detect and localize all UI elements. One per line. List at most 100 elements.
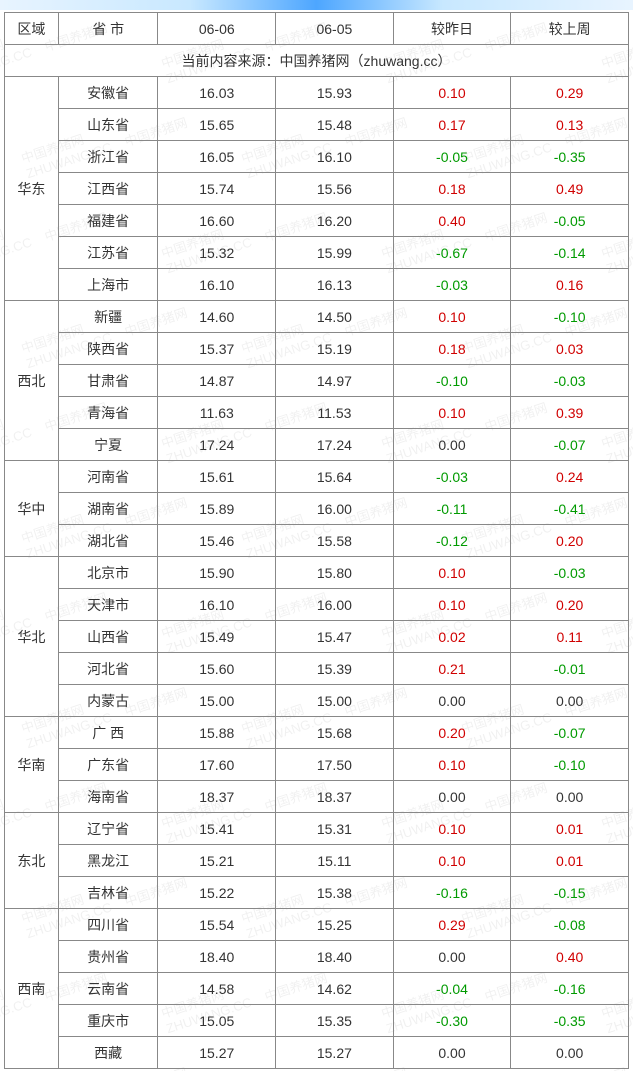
dd-cell: -0.10	[393, 365, 511, 397]
dw-cell: 0.20	[511, 525, 629, 557]
col-delta-day: 较昨日	[393, 13, 511, 45]
table-row: 河北省15.6015.390.21-0.01	[5, 653, 629, 685]
d1-cell: 15.37	[158, 333, 276, 365]
table-row: 陕西省15.3715.190.180.03	[5, 333, 629, 365]
dw-cell: -0.41	[511, 493, 629, 525]
dd-cell: 0.00	[393, 781, 511, 813]
d1-cell: 16.05	[158, 141, 276, 173]
province-cell: 浙江省	[58, 141, 158, 173]
dd-cell: 0.18	[393, 173, 511, 205]
table-row: 贵州省18.4018.400.000.40	[5, 941, 629, 973]
price-table: 区域 省 市 06-06 06-05 较昨日 较上周 当前内容来源：中国养猪网（…	[4, 12, 629, 1069]
d1-cell: 18.40	[158, 941, 276, 973]
table-row: 宁夏17.2417.240.00-0.07	[5, 429, 629, 461]
dw-cell: -0.10	[511, 749, 629, 781]
d2-cell: 18.40	[276, 941, 394, 973]
d2-cell: 17.50	[276, 749, 394, 781]
d2-cell: 15.68	[276, 717, 394, 749]
d1-cell: 15.88	[158, 717, 276, 749]
dw-cell: -0.03	[511, 365, 629, 397]
d1-cell: 15.74	[158, 173, 276, 205]
col-province: 省 市	[58, 13, 158, 45]
dd-cell: -0.16	[393, 877, 511, 909]
province-cell: 吉林省	[58, 877, 158, 909]
d2-cell: 15.48	[276, 109, 394, 141]
dd-cell: 0.29	[393, 909, 511, 941]
d2-cell: 11.53	[276, 397, 394, 429]
province-cell: 海南省	[58, 781, 158, 813]
d2-cell: 18.37	[276, 781, 394, 813]
d1-cell: 15.22	[158, 877, 276, 909]
table-row: 甘肃省14.8714.97-0.10-0.03	[5, 365, 629, 397]
d1-cell: 15.27	[158, 1037, 276, 1069]
dw-cell: 0.00	[511, 781, 629, 813]
table-row: 福建省16.6016.200.40-0.05	[5, 205, 629, 237]
d1-cell: 18.37	[158, 781, 276, 813]
province-cell: 福建省	[58, 205, 158, 237]
d2-cell: 15.99	[276, 237, 394, 269]
dd-cell: -0.12	[393, 525, 511, 557]
d2-cell: 14.62	[276, 973, 394, 1005]
dw-cell: 0.03	[511, 333, 629, 365]
table-row: 西北新疆14.6014.500.10-0.10	[5, 301, 629, 333]
d2-cell: 15.38	[276, 877, 394, 909]
table-row: 山西省15.4915.470.020.11	[5, 621, 629, 653]
table-row: 青海省11.6311.530.100.39	[5, 397, 629, 429]
d2-cell: 15.31	[276, 813, 394, 845]
province-cell: 西藏	[58, 1037, 158, 1069]
table-row: 西南四川省15.5415.250.29-0.08	[5, 909, 629, 941]
province-cell: 云南省	[58, 973, 158, 1005]
table-row: 东北辽宁省15.4115.310.100.01	[5, 813, 629, 845]
d1-cell: 15.41	[158, 813, 276, 845]
d1-cell: 17.24	[158, 429, 276, 461]
province-cell: 黑龙江	[58, 845, 158, 877]
dd-cell: 0.10	[393, 845, 511, 877]
table-row: 华北北京市15.9015.800.10-0.03	[5, 557, 629, 589]
province-cell: 内蒙古	[58, 685, 158, 717]
province-cell: 甘肃省	[58, 365, 158, 397]
table-row: 上海市16.1016.13-0.030.16	[5, 269, 629, 301]
province-cell: 河北省	[58, 653, 158, 685]
province-cell: 新疆	[58, 301, 158, 333]
col-region: 区域	[5, 13, 59, 45]
col-date2: 06-05	[276, 13, 394, 45]
d2-cell: 15.35	[276, 1005, 394, 1037]
table-body: 华东安徽省16.0315.930.100.29山东省15.6515.480.17…	[5, 77, 629, 1069]
dd-cell: -0.11	[393, 493, 511, 525]
dd-cell: 0.00	[393, 1037, 511, 1069]
d2-cell: 16.00	[276, 493, 394, 525]
province-cell: 广 西	[58, 717, 158, 749]
region-cell: 西南	[5, 909, 59, 1069]
dd-cell: 0.17	[393, 109, 511, 141]
d2-cell: 15.93	[276, 77, 394, 109]
dd-cell: 0.10	[393, 813, 511, 845]
table-row: 山东省15.6515.480.170.13	[5, 109, 629, 141]
dw-cell: 0.40	[511, 941, 629, 973]
dd-cell: 0.02	[393, 621, 511, 653]
d1-cell: 15.65	[158, 109, 276, 141]
header-row: 区域 省 市 06-06 06-05 较昨日 较上周	[5, 13, 629, 45]
d1-cell: 15.21	[158, 845, 276, 877]
table-row: 华南广 西15.8815.680.20-0.07	[5, 717, 629, 749]
dw-cell: -0.05	[511, 205, 629, 237]
province-cell: 江西省	[58, 173, 158, 205]
region-cell: 东北	[5, 813, 59, 909]
dd-cell: 0.00	[393, 429, 511, 461]
col-delta-week: 较上周	[511, 13, 629, 45]
table-row: 黑龙江15.2115.110.100.01	[5, 845, 629, 877]
dw-cell: 0.16	[511, 269, 629, 301]
d1-cell: 16.03	[158, 77, 276, 109]
province-cell: 山东省	[58, 109, 158, 141]
province-cell: 天津市	[58, 589, 158, 621]
province-cell: 江苏省	[58, 237, 158, 269]
d1-cell: 15.60	[158, 653, 276, 685]
province-cell: 上海市	[58, 269, 158, 301]
source-text: 当前内容来源：中国养猪网（zhuwang.cc）	[5, 45, 629, 77]
d1-cell: 16.10	[158, 589, 276, 621]
d2-cell: 15.47	[276, 621, 394, 653]
d2-cell: 15.19	[276, 333, 394, 365]
table-row: 广东省17.6017.500.10-0.10	[5, 749, 629, 781]
region-cell: 华中	[5, 461, 59, 557]
province-cell: 四川省	[58, 909, 158, 941]
dw-cell: 0.49	[511, 173, 629, 205]
